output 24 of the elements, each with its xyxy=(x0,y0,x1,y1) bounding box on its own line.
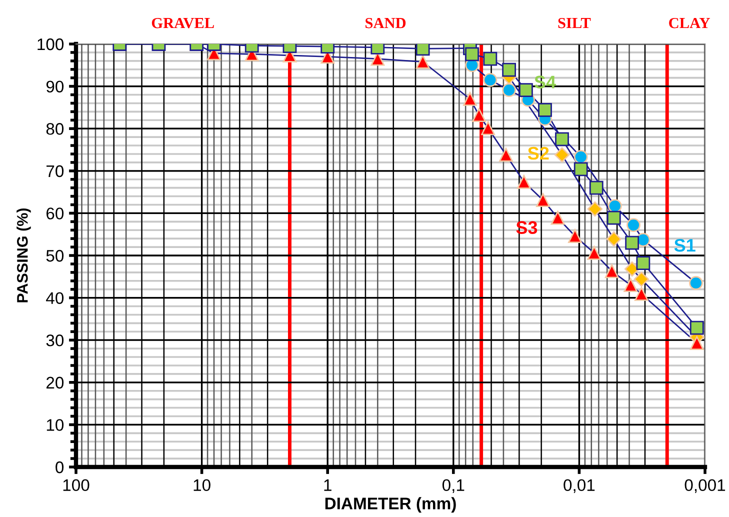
y-axis-title: PASSING (%) xyxy=(16,208,31,302)
y-tick-label: 10 xyxy=(46,419,64,431)
y-tick-label: 100 xyxy=(38,38,64,50)
y-tick-label: 60 xyxy=(46,208,64,220)
text: SILT xyxy=(558,18,591,28)
x-axis-title: DIAMETER (mm) xyxy=(325,497,456,513)
y-tick-label: 20 xyxy=(46,376,64,389)
series-label: S1 xyxy=(674,238,696,252)
y-tick-label: 90 xyxy=(46,80,64,93)
y-tick-label: 50 xyxy=(46,250,64,262)
x-tick-label: 0,001 xyxy=(684,479,726,494)
x-tick-label: 10 xyxy=(194,479,210,492)
x-tick-label: 1 xyxy=(324,479,332,491)
text: SAND xyxy=(366,18,406,28)
x-tick-label: 100 xyxy=(63,479,90,492)
text: GRAVEL xyxy=(152,18,214,28)
text: CLAY xyxy=(669,18,710,28)
y-tick-label: 80 xyxy=(46,123,64,135)
x-tick-label: 0,01 xyxy=(564,479,595,494)
y-tick-label: 40 xyxy=(46,292,64,304)
y-tick-label: 70 xyxy=(46,165,64,178)
y-tick-label: 30 xyxy=(46,334,64,346)
x-tick-label: 0,1 xyxy=(442,479,464,494)
y-tick-label: 0 xyxy=(56,461,64,474)
